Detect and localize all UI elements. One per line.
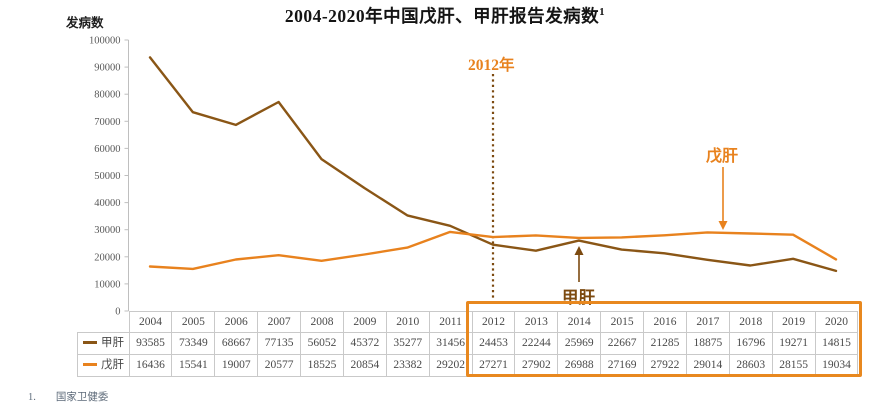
value-cell: 21285 — [643, 332, 687, 355]
year-header-cell: 2019 — [771, 311, 816, 333]
value-cell: 16436 — [128, 354, 173, 377]
value-cell: 68667 — [214, 332, 259, 355]
value-cell: 28603 — [728, 354, 773, 377]
value-cell: 16796 — [728, 332, 773, 355]
legend-series-name: 戊肝 — [101, 359, 124, 371]
value-cell: 22244 — [514, 332, 559, 355]
value-cell: 23382 — [385, 354, 430, 377]
value-cell: 56052 — [300, 332, 344, 355]
legend-line-swatch — [83, 340, 97, 344]
value-cell: 45372 — [342, 332, 387, 355]
annotation-2012-marker: 2012年 — [468, 57, 515, 74]
value-cell: 27169 — [600, 354, 644, 377]
value-cell: 19007 — [214, 354, 259, 377]
series-line-hep-e — [148, 230, 838, 271]
year-header-cell: 2014 — [557, 311, 602, 333]
value-cell: 73349 — [171, 332, 216, 355]
y-tick-label: 30000 — [94, 225, 120, 236]
chart-title-text: 2004-2020年中国戊肝、甲肝报告发病数 — [284, 6, 600, 26]
value-cell: 18875 — [685, 332, 730, 355]
value-cell: 27902 — [514, 354, 559, 377]
legend-series-name: 甲肝 — [101, 337, 124, 349]
legend-cell-hep-a: 甲肝 — [77, 332, 130, 355]
year-header-cell: 2006 — [214, 311, 259, 333]
value-cell: 77135 — [257, 332, 301, 355]
year-header-cell: 2009 — [342, 311, 387, 333]
legend-cell-hep-e: 戊肝 — [77, 354, 130, 377]
value-cell: 29202 — [428, 354, 473, 377]
value-cell: 27271 — [471, 354, 516, 377]
value-cell: 20854 — [342, 354, 387, 377]
y-tick-label: 60000 — [94, 144, 120, 155]
footnote-text: 国家卫健委 — [55, 392, 109, 403]
y-tick-label: 10000 — [94, 279, 120, 290]
annotation-hep-e-label: 戊肝 — [706, 148, 739, 165]
data-table: 2004 2005 2006 2007 2008 2009 2010 2011 2012 2013… — [77, 311, 859, 377]
year-header-cell: 2005 — [171, 311, 216, 333]
year-header-cell: 2004 — [128, 311, 173, 333]
year-header-cell: 2012 — [471, 311, 516, 333]
hep-a-arrow-head-icon — [574, 246, 584, 255]
value-cell: 18525 — [300, 354, 344, 377]
hep-e-arrow-head-icon — [718, 221, 728, 230]
y-tick-label: 40000 — [94, 198, 120, 209]
value-cell: 25969 — [557, 332, 602, 355]
value-cell: 19271 — [771, 332, 816, 355]
value-cell: 27922 — [643, 354, 687, 377]
value-cell: 29014 — [685, 354, 730, 377]
value-cell: 93585 — [128, 332, 173, 355]
value-cell: 20577 — [257, 354, 301, 377]
y-tick-label: 50000 — [94, 171, 120, 182]
y-axis-title: 发病数 — [66, 16, 104, 30]
y-tick-label: 70000 — [94, 117, 120, 128]
y-tick-label: 20000 — [94, 252, 120, 263]
footnote-marker: 1. — [28, 392, 36, 403]
year-header-cell: 2018 — [728, 311, 773, 333]
year-header-cell: 2015 — [600, 311, 644, 333]
year-header-cell: 2011 — [428, 311, 473, 333]
year-header-cell: 2008 — [300, 311, 344, 333]
footnote: 1. 国家卫健委 — [28, 389, 108, 404]
chart-title-superscript: 1 — [599, 6, 606, 19]
value-cell: 22667 — [600, 332, 644, 355]
value-cell: 24453 — [471, 332, 516, 355]
value-cell: 35277 — [385, 332, 430, 355]
year-header-cell: 2020 — [814, 311, 859, 333]
year-header-cell: 2007 — [257, 311, 301, 333]
value-cell: 19034 — [814, 354, 859, 377]
chart-title: 2004-2020年中国戊肝、甲肝报告发病数1 — [0, 3, 890, 28]
value-cell: 15541 — [171, 354, 216, 377]
year-header-cell: 2013 — [514, 311, 559, 333]
year-header-cell: 2017 — [685, 311, 730, 333]
value-cell: 26988 — [557, 354, 602, 377]
table-corner-cell — [77, 311, 130, 333]
value-cell: 31456 — [428, 332, 473, 355]
y-tick-label: 100000 — [89, 36, 121, 47]
y-tick-label: 90000 — [94, 63, 120, 74]
y-tick-label: 80000 — [94, 90, 120, 101]
annotation-hep-a-label: 甲肝 — [562, 288, 595, 307]
year-header-cell: 2010 — [385, 311, 430, 333]
year-header-cell: 2016 — [643, 311, 687, 333]
value-cell: 28155 — [771, 354, 816, 377]
value-cell: 14815 — [814, 332, 859, 355]
legend-line-swatch — [83, 362, 97, 366]
